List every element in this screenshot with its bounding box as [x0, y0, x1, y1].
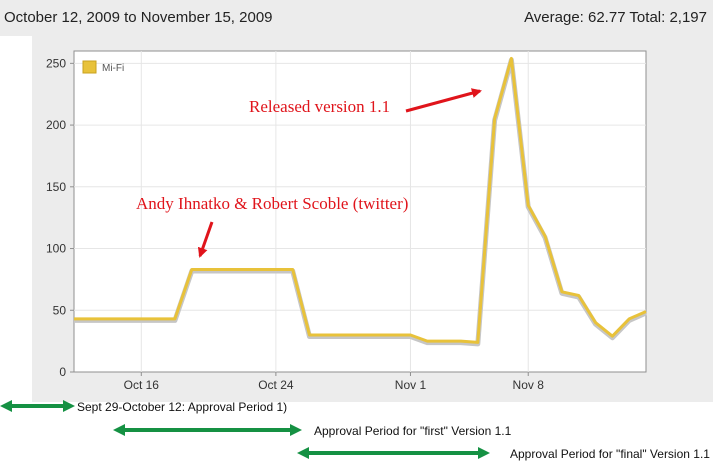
- red-arrow-released: [405, 88, 482, 113]
- y-tick-label: 200: [46, 118, 66, 132]
- series-group: [74, 56, 648, 347]
- y-tick-label: 0: [59, 365, 66, 379]
- y-tick-label: 50: [53, 303, 67, 317]
- y-tick-label: 250: [46, 56, 66, 70]
- header-bar: October 12, 2009 to November 15, 2009 Av…: [0, 0, 713, 36]
- legend-label: Mi-Fi: [102, 63, 124, 74]
- green-double-arrow-approval2: [113, 424, 302, 436]
- x-tick-label: Nov 8: [513, 378, 545, 392]
- note-approval-1: Sept 29-October 12: Approval Period 1): [77, 400, 288, 414]
- x-tick-label: Oct 16: [124, 378, 160, 392]
- green-double-arrow-approval3: [297, 447, 490, 459]
- x-axis: Oct 16 Oct 24 Nov 1 Nov 8: [124, 372, 545, 392]
- x-tick-label: Nov 1: [395, 378, 427, 392]
- y-axis: 0 50 100 150 200 250: [46, 56, 74, 379]
- legend-swatch: [82, 60, 97, 74]
- x-tick-label: Oct 24: [258, 378, 294, 392]
- series-line-mifi: [74, 56, 647, 344]
- annotation-andy: Andy Ihnatko & Robert Scoble (twitter): [136, 194, 408, 213]
- note-approval-2: Approval Period for "first" Version 1.1: [314, 424, 512, 438]
- y-tick-label: 150: [46, 180, 66, 194]
- note-approval-3: Approval Period for "final" Version 1.1: [510, 447, 710, 461]
- red-arrow-andy: [197, 221, 214, 258]
- annotation-released: Released version 1.1: [249, 97, 390, 116]
- date-range-label: October 12, 2009 to November 15, 2009: [4, 9, 273, 26]
- green-double-arrow-approval1: [0, 400, 75, 412]
- y-tick-label: 100: [46, 242, 66, 256]
- summary-stats: Average: 62.77 Total: 2,197: [524, 9, 707, 26]
- legend: Mi-Fi: [82, 60, 124, 74]
- gridlines: [74, 51, 646, 372]
